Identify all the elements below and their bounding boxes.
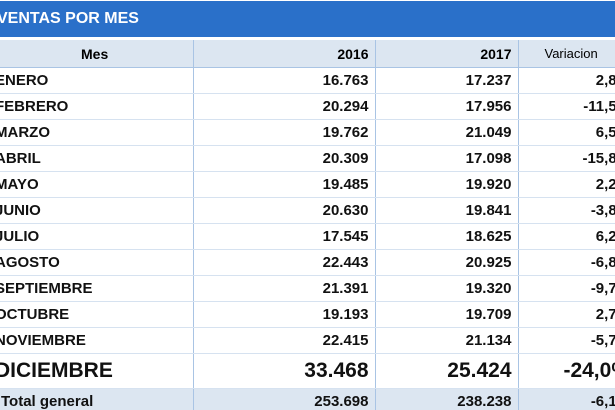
- table-row: NOVIEMBRE 22.415 21.134 -5,7%: [0, 327, 615, 354]
- cell-2016[interactable]: 20.309: [192, 145, 375, 172]
- cell-variacion[interactable]: 2,2%: [517, 171, 615, 198]
- cell-mes[interactable]: FEBRERO: [0, 93, 193, 120]
- cell-mes[interactable]: OCTUBRE: [0, 301, 193, 328]
- cell-variacion[interactable]: -9,7%: [517, 275, 615, 302]
- cell-variacion[interactable]: 2,8%: [517, 67, 615, 94]
- cell-2017[interactable]: 19.920: [374, 171, 518, 198]
- total-row: Total general 253.698 238.238 -6,1%: [0, 388, 615, 410]
- table-row: JUNIO 20.630 19.841 -3,8%: [0, 197, 615, 224]
- cell-2017[interactable]: 18.625: [374, 223, 518, 250]
- cell-2017[interactable]: 19.320: [374, 275, 518, 302]
- cell-mes[interactable]: NOVIEMBRE: [0, 327, 193, 354]
- cell-mes[interactable]: MAYO: [0, 171, 193, 198]
- cell-2017[interactable]: 21.049: [374, 119, 518, 146]
- cell-2017[interactable]: 19.841: [374, 197, 518, 224]
- cell-variacion[interactable]: -3,8%: [517, 197, 615, 224]
- cell-2016[interactable]: 22.443: [192, 249, 375, 276]
- cell-2016[interactable]: 20.630: [192, 197, 375, 224]
- header-2017[interactable]: 2017: [374, 40, 518, 68]
- cell-2016[interactable]: 17.545: [192, 223, 375, 250]
- cell-variacion[interactable]: -24,0%: [517, 353, 615, 389]
- cell-2017[interactable]: 17.237: [374, 67, 518, 94]
- cell-variacion[interactable]: -15,8%: [517, 145, 615, 172]
- cell-2017[interactable]: 25.424: [374, 353, 518, 389]
- cell-mes[interactable]: ENERO: [0, 67, 193, 94]
- table-row: SEPTIEMBRE 21.391 19.320 -9,7%: [0, 275, 615, 302]
- cell-2016[interactable]: 19.762: [192, 119, 375, 146]
- cell-variacion[interactable]: 6,5%: [517, 119, 615, 146]
- cell-mes[interactable]: ABRIL: [0, 145, 193, 172]
- cell-2016[interactable]: 16.763: [192, 67, 375, 94]
- table-title: VENTAS POR MES: [0, 1, 615, 37]
- cell-2016[interactable]: 21.391: [192, 275, 375, 302]
- header-mes[interactable]: Mes: [0, 40, 193, 68]
- cell-2017[interactable]: 21.134: [374, 327, 518, 354]
- cell-mes[interactable]: JULIO: [0, 223, 193, 250]
- cell-variacion[interactable]: -6,8%: [517, 249, 615, 276]
- cell-mes[interactable]: SEPTIEMBRE: [0, 275, 193, 302]
- sales-table: Mes 2016 2017 Variacion ENERO 16.763 17.…: [0, 40, 615, 410]
- table-row: JULIO 17.545 18.625 6,2%: [0, 223, 615, 250]
- cell-2017[interactable]: 20.925: [374, 249, 518, 276]
- cell-2016[interactable]: 22.415: [192, 327, 375, 354]
- table-row: MARZO 19.762 21.049 6,5%: [0, 119, 615, 146]
- cell-2016[interactable]: 19.193: [192, 301, 375, 328]
- total-2016[interactable]: 253.698: [192, 388, 375, 410]
- total-variacion[interactable]: -6,1%: [517, 388, 615, 410]
- table-row-highlight: DICIEMBRE 33.468 25.424 -24,0%: [0, 353, 615, 389]
- cell-mes[interactable]: JUNIO: [0, 197, 193, 224]
- cell-variacion[interactable]: 2,7%: [517, 301, 615, 328]
- table-row: ABRIL 20.309 17.098 -15,8%: [0, 145, 615, 172]
- table-row: MAYO 19.485 19.920 2,2%: [0, 171, 615, 198]
- cell-variacion[interactable]: -11,5%: [517, 93, 615, 120]
- cell-2016[interactable]: 19.485: [192, 171, 375, 198]
- total-2017[interactable]: 238.238: [374, 388, 518, 410]
- cell-variacion[interactable]: -5,7%: [517, 327, 615, 354]
- cell-2017[interactable]: 19.709: [374, 301, 518, 328]
- cell-2017[interactable]: 17.098: [374, 145, 518, 172]
- header-row: Mes 2016 2017 Variacion: [0, 40, 615, 68]
- cell-mes[interactable]: MARZO: [0, 119, 193, 146]
- header-2016[interactable]: 2016: [192, 40, 375, 68]
- cell-mes[interactable]: DICIEMBRE: [0, 353, 193, 389]
- table-row: AGOSTO 22.443 20.925 -6,8%: [0, 249, 615, 276]
- table-row: ENERO 16.763 17.237 2,8%: [0, 67, 615, 94]
- total-label[interactable]: Total general: [0, 388, 193, 410]
- cell-mes[interactable]: AGOSTO: [0, 249, 193, 276]
- table-row: FEBRERO 20.294 17.956 -11,5%: [0, 93, 615, 120]
- header-variacion[interactable]: Variacion: [517, 40, 615, 68]
- cell-2016[interactable]: 33.468: [192, 353, 375, 389]
- cell-variacion[interactable]: 6,2%: [517, 223, 615, 250]
- table-row: OCTUBRE 19.193 19.709 2,7%: [0, 301, 615, 328]
- cell-2016[interactable]: 20.294: [192, 93, 375, 120]
- cell-2017[interactable]: 17.956: [374, 93, 518, 120]
